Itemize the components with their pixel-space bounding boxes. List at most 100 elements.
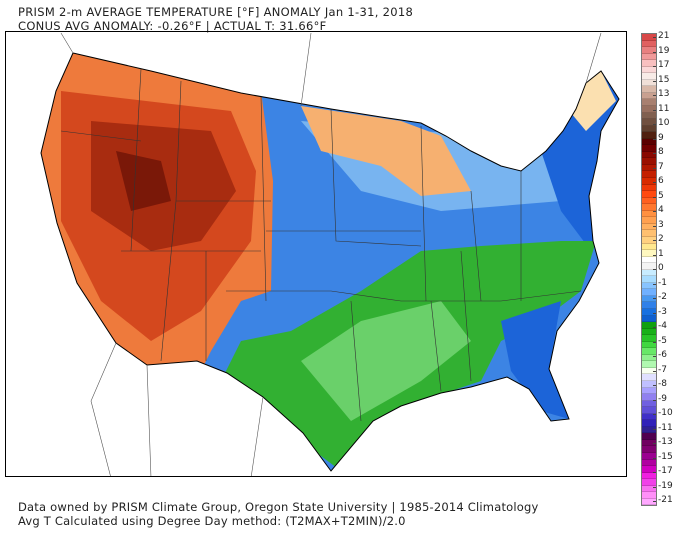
legend-swatch <box>642 184 656 192</box>
legend-label: 21 <box>652 31 670 41</box>
footer-method: Avg T Calculated using Degree Day method… <box>18 514 406 528</box>
legend-label: 0 <box>653 263 664 273</box>
legend-swatch <box>642 485 656 493</box>
legend-label: -11 <box>653 422 673 433</box>
legend-swatch <box>642 348 656 355</box>
legend-swatch <box>642 433 656 440</box>
legend-swatch <box>642 164 656 172</box>
legend-label: -7 <box>653 364 667 375</box>
legend-swatch <box>642 289 656 296</box>
legend-label: -6 <box>653 350 667 360</box>
legend-label: -15 <box>653 451 673 462</box>
legend-swatch <box>642 256 656 264</box>
legend-swatch <box>642 79 656 87</box>
temperature-anomaly-map <box>5 31 627 477</box>
legend-swatch <box>642 439 656 447</box>
legend-swatch <box>642 204 656 211</box>
legend-label: -17 <box>653 466 673 476</box>
legend-swatch <box>642 387 656 395</box>
legend-swatch <box>642 479 656 486</box>
legend-swatch <box>642 230 656 237</box>
legend-label: -1 <box>653 277 667 288</box>
legend-swatch <box>642 295 656 303</box>
legend-swatch <box>642 361 656 368</box>
legend-swatch <box>642 322 656 329</box>
legend-label: -4 <box>653 321 667 331</box>
legend-swatch <box>642 106 656 113</box>
color-scale-legend <box>641 33 657 507</box>
legend-label: 13 <box>652 89 670 99</box>
legend-swatch <box>642 119 656 126</box>
legend-swatch <box>642 86 656 93</box>
legend-label: 1 <box>653 248 664 259</box>
legend-label: 9 <box>653 132 664 143</box>
legend-swatch <box>642 145 656 152</box>
legend-swatch <box>642 99 656 107</box>
legend-swatch <box>642 308 656 316</box>
legend-swatch <box>642 466 656 473</box>
legend-swatch <box>642 34 656 41</box>
legend-swatch <box>642 315 656 323</box>
legend-swatch <box>642 236 656 244</box>
region-maine <box>561 71 616 131</box>
legend-swatch <box>642 217 656 224</box>
legend-label: -8 <box>653 379 667 389</box>
map-subtitle: CONUS AVG ANOMALY: -0.26°F | ACTUAL T: 3… <box>18 19 327 33</box>
legend-swatch <box>642 367 656 375</box>
legend-label: 7 <box>653 161 664 172</box>
legend-swatch <box>642 380 656 388</box>
legend-swatch <box>642 341 656 349</box>
legend-swatch <box>642 210 656 218</box>
legend-label: 8 <box>653 147 664 157</box>
legend-swatch <box>642 132 656 139</box>
legend-label: 4 <box>653 205 664 215</box>
footer-credit: Data owned by PRISM Climate Group, Orego… <box>18 500 539 514</box>
legend-swatch <box>642 459 656 467</box>
legend-swatch <box>642 498 656 506</box>
legend-swatch <box>642 138 656 146</box>
legend-swatch <box>642 243 656 251</box>
legend-swatch <box>642 151 656 159</box>
legend-label: -3 <box>653 306 667 317</box>
legend-label: 10 <box>652 118 670 128</box>
conus-map <box>40 32 620 476</box>
legend-swatch <box>642 40 656 48</box>
legend-label: 19 <box>652 45 670 56</box>
neighbor-borders <box>60 32 602 476</box>
legend-swatch <box>642 92 656 100</box>
legend-swatch <box>642 420 656 427</box>
legend-label: -5 <box>653 335 667 346</box>
legend-swatch <box>642 302 656 309</box>
legend-swatch <box>642 263 656 270</box>
legend-label: 6 <box>653 176 664 186</box>
legend-label: -21 <box>653 495 673 505</box>
region-light-orange <box>301 106 471 196</box>
legend-swatch <box>642 191 656 198</box>
legend-swatch <box>642 492 656 499</box>
legend-swatch <box>642 282 656 290</box>
legend-label: -9 <box>653 393 667 404</box>
legend-swatch <box>642 394 656 401</box>
legend-label: 11 <box>652 103 670 114</box>
legend-swatch <box>642 426 656 434</box>
legend-swatch <box>642 125 656 133</box>
legend-swatch <box>642 178 656 185</box>
legend-swatch <box>642 158 656 165</box>
region-florida-blue <box>501 301 569 419</box>
legend-label: 3 <box>653 219 664 230</box>
region-light-green <box>301 301 471 421</box>
legend-swatch <box>642 223 656 231</box>
legend-swatch <box>642 250 656 257</box>
legend-swatch <box>642 413 656 421</box>
legend-swatch <box>642 374 656 381</box>
legend-swatch <box>642 171 656 179</box>
legend-swatch <box>642 73 656 80</box>
legend-label: 15 <box>652 74 670 85</box>
legend-swatch <box>642 112 656 120</box>
legend-swatch <box>642 60 656 67</box>
legend-swatch <box>642 197 656 205</box>
legend-label: -10 <box>653 408 673 418</box>
legend-swatch <box>642 335 656 342</box>
map-title: PRISM 2-m AVERAGE TEMPERATURE [°F] ANOMA… <box>18 5 414 19</box>
state-borders <box>60 68 582 422</box>
